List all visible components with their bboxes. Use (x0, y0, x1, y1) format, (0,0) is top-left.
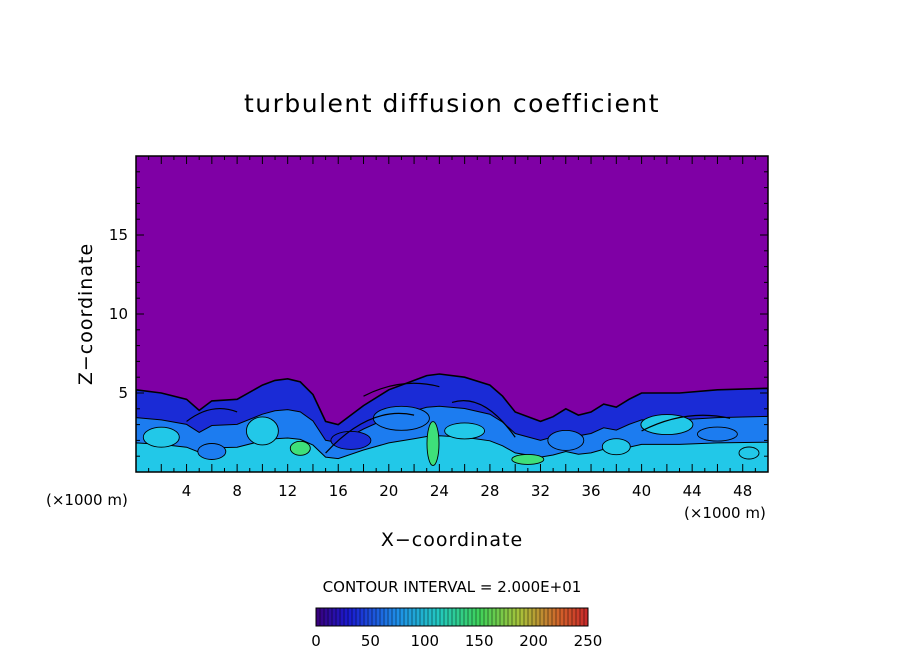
x-tick-label: 28 (480, 482, 499, 500)
eddy-contour (330, 430, 372, 450)
eddy-contour (444, 422, 486, 440)
chart-title: turbulent diffusion coefficient (244, 89, 660, 118)
x-unit-label-left: (×1000 m) (46, 491, 128, 509)
eddy-contour (197, 443, 227, 460)
contour-interval-label: CONTOUR INTERVAL = 2.000E+01 (323, 578, 582, 596)
x-tick-label: 12 (278, 482, 297, 500)
y-axis-label: Z−coordinate (75, 243, 97, 385)
x-tick-label: 4 (182, 482, 192, 500)
y-tick-label: 5 (118, 384, 128, 402)
eddy-contour (245, 416, 279, 446)
axis-ticks (136, 156, 768, 472)
colorbar-tick-label: 50 (361, 632, 380, 650)
colorbar-tick-label: 0 (311, 632, 321, 650)
colorbar-frame (315, 607, 589, 627)
eddy-contour (640, 414, 694, 436)
eddy-contour (696, 426, 738, 442)
colorbar-tick-label: 250 (574, 632, 603, 650)
swirl-contour (641, 414, 731, 432)
swirl-contour (325, 412, 415, 454)
x-unit-label-right: (×1000 m) (684, 504, 766, 522)
y-tick-labels: 5 10 15 (109, 226, 128, 402)
eddy-contour (511, 453, 545, 465)
colorbar: 0 50 100 150 200 250 (311, 607, 602, 650)
eddy-contour (426, 421, 440, 467)
plot-area (136, 156, 768, 472)
x-tick-labels: 4 8 12 16 20 24 28 32 36 40 44 48 (182, 482, 752, 500)
x-tick-label: 32 (531, 482, 550, 500)
y-tick-label: 10 (109, 305, 128, 323)
eddy-contour (547, 429, 585, 451)
eddy-contour (601, 438, 631, 456)
x-tick-label: 8 (232, 482, 242, 500)
x-tick-label: 36 (581, 482, 600, 500)
x-tick-label: 48 (733, 482, 752, 500)
colorbar-tick-labels: 0 50 100 150 200 250 (311, 632, 602, 650)
colorbar-tick-label: 100 (410, 632, 439, 650)
y-tick-label: 15 (109, 226, 128, 244)
eddy-contour (372, 405, 430, 431)
x-tick-label: 24 (430, 482, 449, 500)
x-tick-label: 40 (632, 482, 651, 500)
swirl-contour (451, 400, 516, 438)
eddy-contour (289, 440, 311, 456)
x-tick-label: 44 (683, 482, 702, 500)
swirl-contour (363, 382, 440, 397)
swirl-contour (186, 408, 238, 422)
x-tick-label: 20 (379, 482, 398, 500)
eddy-contour (738, 446, 760, 460)
boundary-layer (136, 373, 768, 472)
colorbar-contour-lines (319, 608, 585, 626)
eddy-contour (142, 426, 180, 448)
colorbar-tick-label: 150 (465, 632, 494, 650)
x-tick-label: 16 (329, 482, 348, 500)
x-axis-label: X−coordinate (381, 529, 523, 551)
colorbar-tick-label: 200 (519, 632, 548, 650)
